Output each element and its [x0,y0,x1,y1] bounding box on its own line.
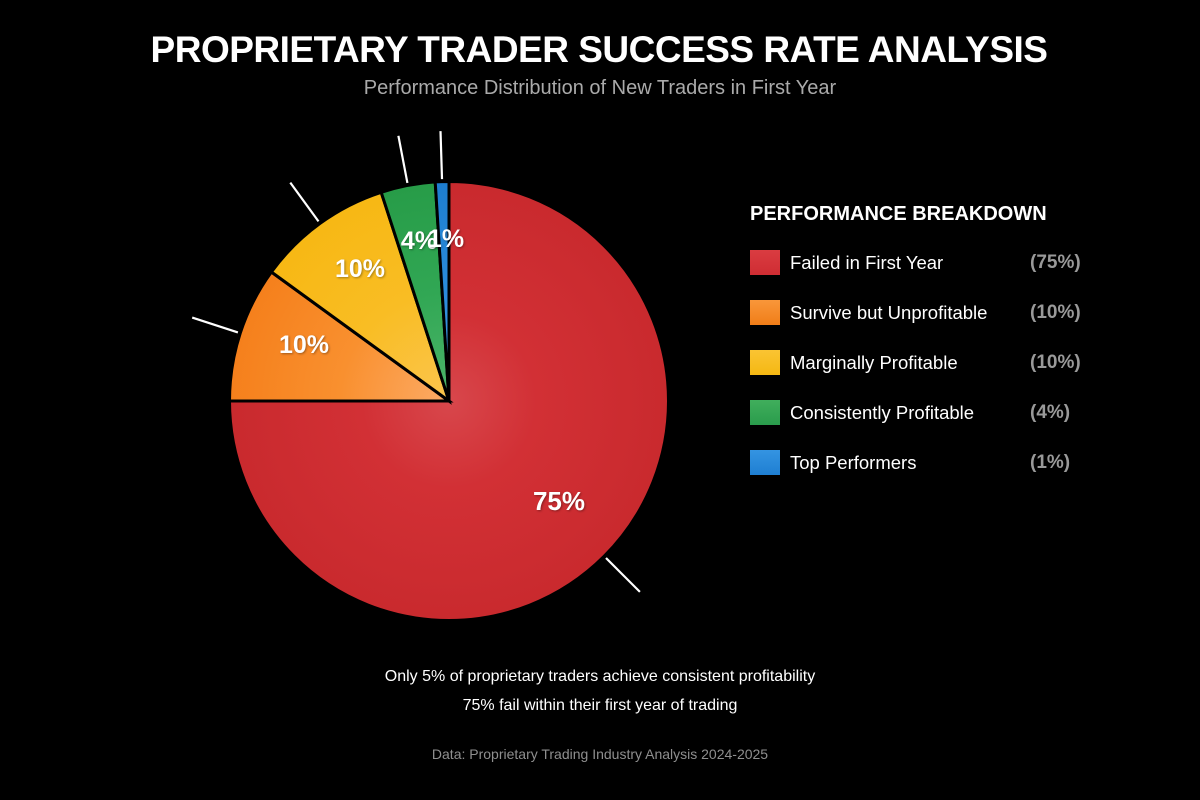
svg-text:(10%): (10%) [1030,302,1081,323]
svg-text:PROPRIETARY TRADER SUCCESS RAT: PROPRIETARY TRADER SUCCESS RATE ANALYSIS [151,29,1048,70]
svg-text:Data: Proprietary Trading Indu: Data: Proprietary Trading Industry Analy… [432,746,768,762]
svg-text:Performance Distribution of Ne: Performance Distribution of New Traders … [364,77,837,99]
svg-text:Survive but Unprofitable: Survive but Unprofitable [790,302,987,323]
svg-text:10%: 10% [335,255,385,283]
svg-text:Marginally Profitable: Marginally Profitable [790,352,958,373]
svg-text:Top Performers: Top Performers [790,452,916,473]
svg-text:1%: 1% [428,225,464,253]
svg-text:4%: 4% [401,227,437,255]
svg-text:75%: 75% [533,486,585,516]
svg-text:(4%): (4%) [1030,402,1070,423]
svg-text:(75%): (75%) [1030,252,1081,273]
svg-text:(1%): (1%) [1030,452,1070,473]
svg-text:(10%): (10%) [1030,352,1081,373]
svg-text:Consistently Profitable: Consistently Profitable [790,402,974,423]
svg-text:75% fail within their first ye: 75% fail within their first year of trad… [463,697,738,714]
svg-text:Only 5% of proprietary traders: Only 5% of proprietary traders achieve c… [385,668,815,685]
svg-text:10%: 10% [279,331,329,359]
svg-text:Failed in First Year: Failed in First Year [790,252,943,273]
svg-text:PERFORMANCE BREAKDOWN: PERFORMANCE BREAKDOWN [750,203,1047,225]
